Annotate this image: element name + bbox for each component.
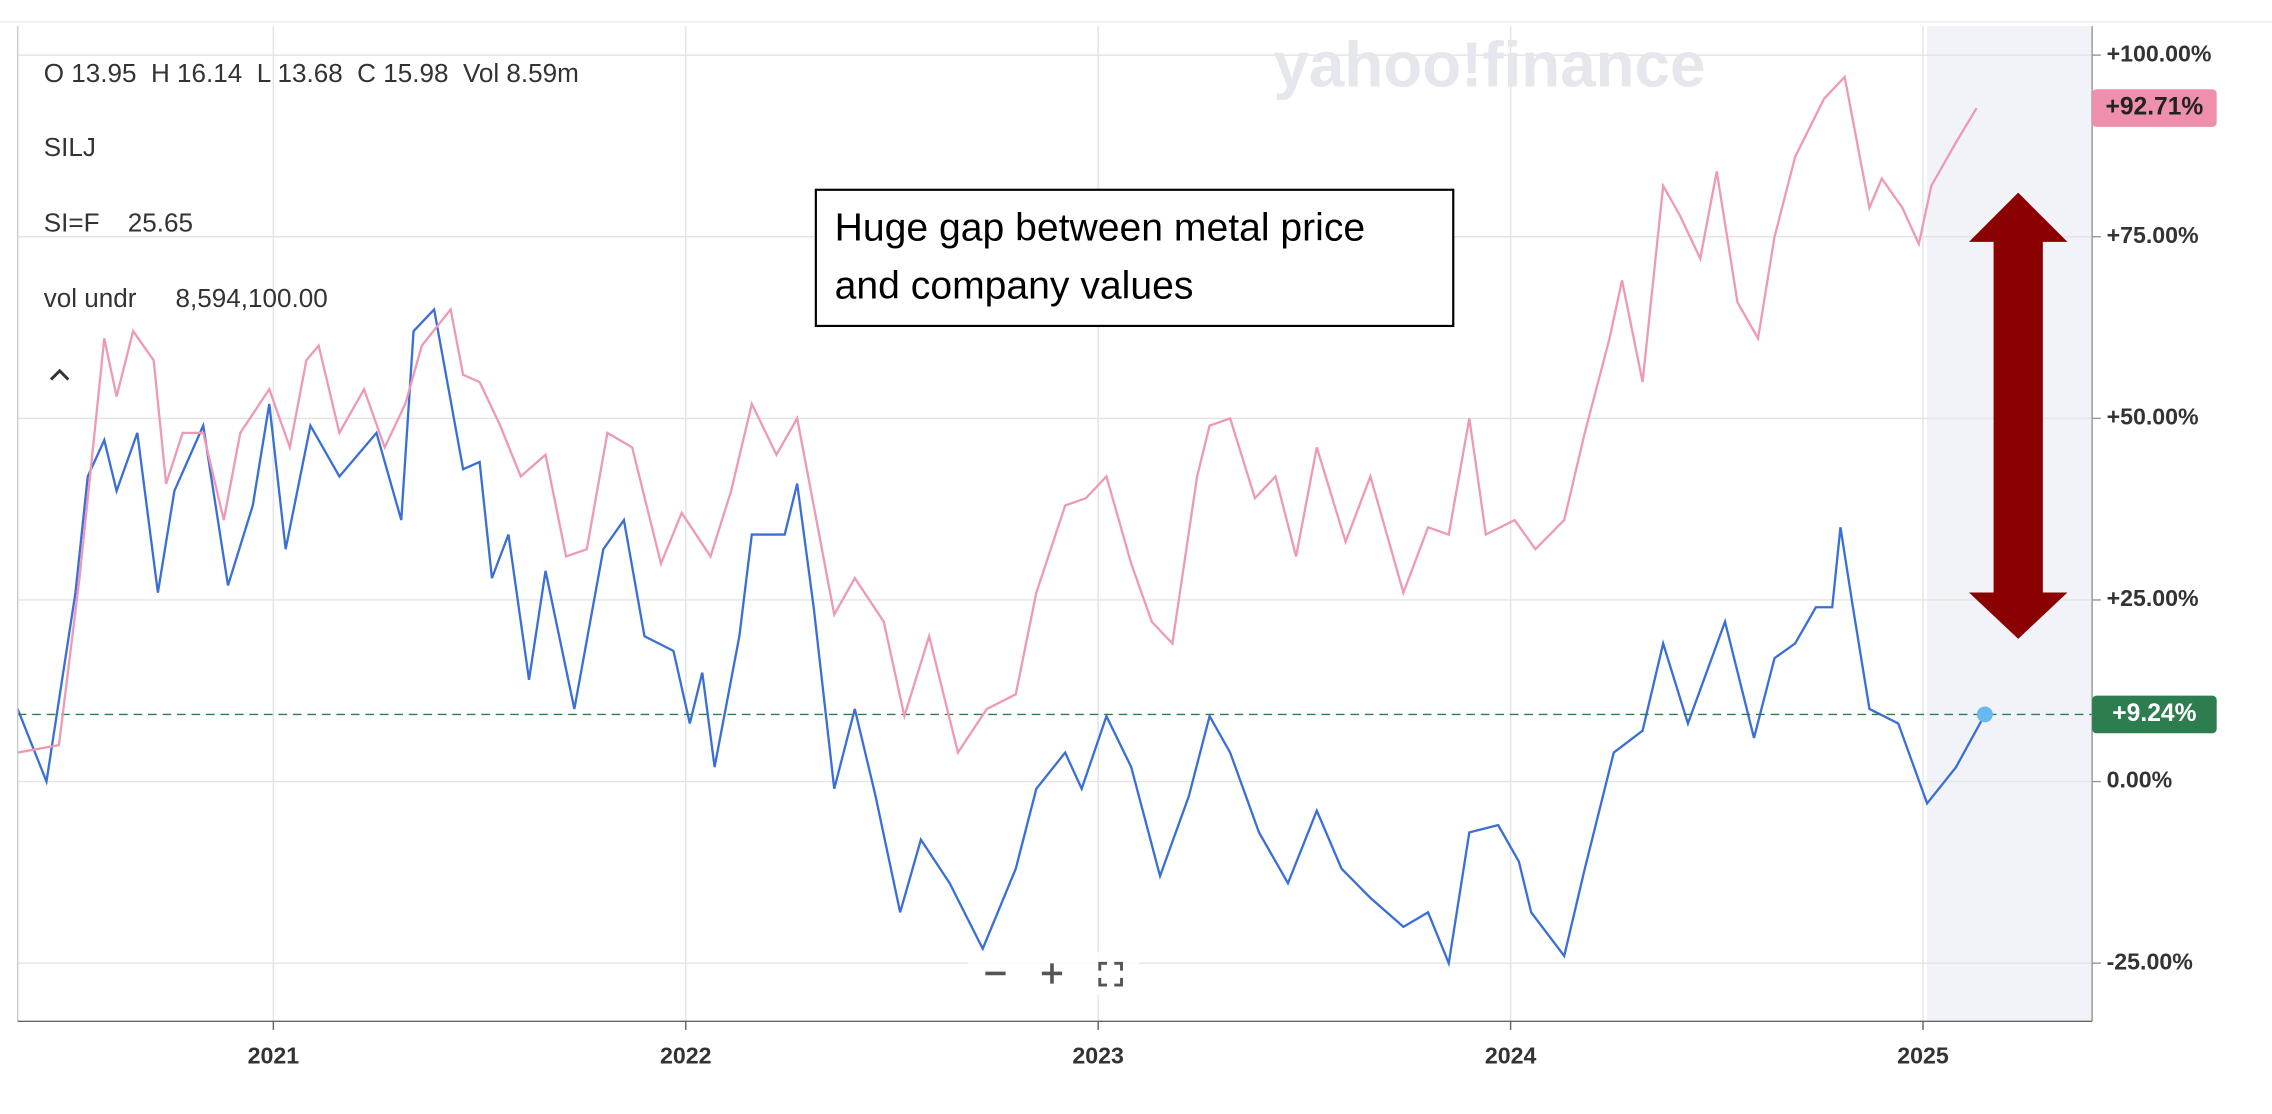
- series-line: [16, 306, 1986, 968]
- x-tick-label: 2024: [1485, 1043, 1537, 1069]
- legend-sif: SI=F: [44, 207, 100, 237]
- x-tick-label: 2025: [1897, 1043, 1949, 1069]
- collapse-icon[interactable]: [49, 368, 70, 381]
- volume-label: vol undr: [44, 283, 137, 313]
- fullscreen[interactable]: [1098, 961, 1123, 987]
- x-tick-label: 2021: [248, 1043, 300, 1069]
- y-tick-label: +25.00%: [2107, 585, 2199, 611]
- zoom-controls: [967, 951, 1139, 996]
- y-tick-label: 0.00%: [2107, 767, 2173, 793]
- annotation-line: Huge gap between metal price: [835, 207, 1365, 250]
- last-value-box: [2092, 89, 2217, 127]
- series-line: [17, 74, 1978, 756]
- y-tick-label: +100.00%: [2107, 40, 2212, 66]
- y-tick-label: +75.00%: [2107, 222, 2199, 248]
- grid: [17, 26, 2093, 1022]
- y-tick-label: +50.00%: [2107, 403, 2199, 429]
- last-value-box: [2092, 695, 2217, 734]
- watermark: yahoo!finance: [1273, 28, 1705, 100]
- zoom-in[interactable]: [1041, 963, 1063, 984]
- y-tick-label: -25.00%: [2107, 948, 2193, 974]
- legend-value: 25.65: [128, 207, 193, 237]
- volume-value: 8,594,100.00: [176, 283, 328, 313]
- annotation-box: [814, 188, 1455, 328]
- x-tick-label: 2022: [660, 1043, 712, 1069]
- legend-silj: SILJ: [44, 132, 96, 162]
- last-value-label: +9.24%: [2112, 700, 2196, 727]
- x-tick-label: 2023: [1072, 1043, 1124, 1069]
- current-value-dot: [1976, 706, 1993, 723]
- axis-labels: -25.00% 0.00% +25.00% +50.00% +75.00% +100.00…: [248, 40, 2217, 1069]
- lines: [16, 74, 2093, 968]
- last-value-label: +92.71%: [2105, 94, 2203, 121]
- annotation-line: and company values: [835, 265, 1194, 308]
- ohlc-header: O 13.95 H 16.14 L 13.68 C 15.98 Vol 8.59…: [44, 58, 579, 88]
